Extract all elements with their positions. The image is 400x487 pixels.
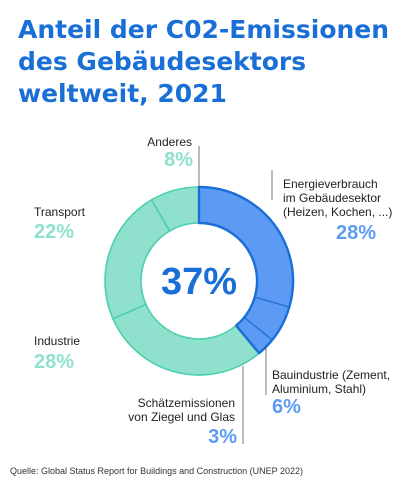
pct-anderes: 8% xyxy=(164,149,193,171)
label-transport-line-1: Transport xyxy=(34,205,85,219)
center-label: 37% xyxy=(160,261,238,303)
label-bau-line-2: Aluminium, Stahl) xyxy=(272,382,367,396)
label-energie-line-3: (Heizen, Kochen, ...) xyxy=(283,205,393,219)
label-anderes-line-1: Anderes xyxy=(147,135,192,149)
chart-title: Anteil der C02-Emissionen des Gebäudesek… xyxy=(18,14,390,110)
label-energie: Energieverbrauch im Gebäudesektor (Heize… xyxy=(283,177,392,219)
source-note: Quelle: Global Status Report for Buildin… xyxy=(10,466,303,476)
label-transport: Transport xyxy=(34,205,85,219)
label-industrie: Industrie xyxy=(34,334,80,348)
label-schaetz: Schätzemissionen von Ziegel und Glas xyxy=(128,396,235,424)
label-schaetz-line-1: Schätzemissionen xyxy=(137,396,235,410)
chart-title-line-1: Anteil der C02-Emissionen xyxy=(18,15,390,44)
slice-3 xyxy=(111,303,261,376)
label-industrie-line-1: Industrie xyxy=(34,334,81,348)
chart-title-line-3: weltweit, 2021 xyxy=(18,79,227,108)
label-anderes: Anderes xyxy=(147,135,192,149)
pct-energie: 28% xyxy=(335,222,376,244)
label-schaetz-line-2: von Ziegel und Glas xyxy=(128,410,235,424)
label-energie-line-2: im Gebäudesektor xyxy=(283,191,382,205)
label-bau-line-1: Bauindustrie (Zement, xyxy=(272,368,391,382)
chart-title-line-2: des Gebäudesektors xyxy=(18,47,307,76)
highlight-outline xyxy=(197,185,295,355)
pct-industrie: 28% xyxy=(34,351,75,373)
label-energie-line-1: Energieverbrauch xyxy=(283,177,378,191)
pct-schaetz: 3% xyxy=(208,426,237,448)
pct-transport: 22% xyxy=(34,221,75,243)
label-bau: Bauindustrie (Zement, Aluminium, Stahl) xyxy=(272,368,390,396)
pct-bau: 6% xyxy=(272,396,301,418)
